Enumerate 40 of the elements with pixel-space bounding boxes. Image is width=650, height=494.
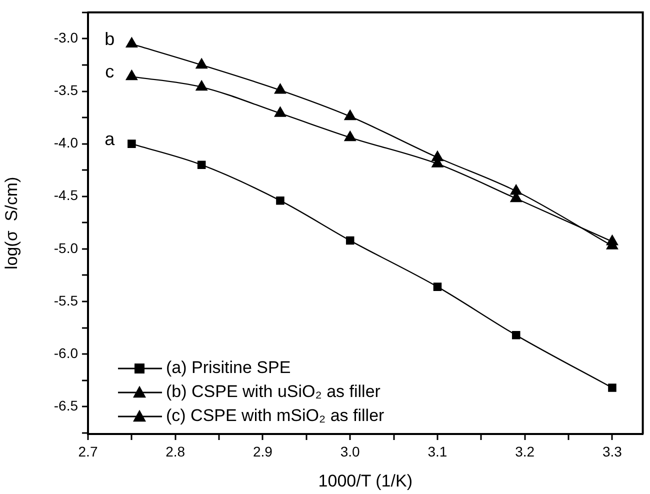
y-tick-label: -3.0 [54, 30, 78, 46]
annotation: c [105, 62, 114, 82]
point [346, 236, 354, 245]
y-tick-label: -3.5 [54, 82, 78, 98]
x-tick-label: 2.9 [253, 443, 273, 460]
x-tick-label: 3.1 [428, 443, 448, 460]
point [274, 106, 286, 117]
x-axis-title: 1000/T (1/K) [318, 471, 412, 490]
y-tick-label: -5.0 [54, 240, 78, 256]
legend-label: (c) CSPE with mSiO₂ as filler [166, 405, 384, 427]
point [197, 160, 206, 169]
x-tick-label: 3.2 [515, 443, 535, 460]
point [432, 150, 444, 162]
point [126, 70, 138, 80]
point [196, 58, 208, 69]
point [344, 130, 356, 142]
y-tick-label: -5.5 [54, 292, 78, 308]
point [196, 80, 208, 91]
point [510, 184, 522, 195]
x-tick-label: 2.7 [78, 443, 98, 460]
point [608, 384, 616, 392]
point [126, 37, 138, 48]
legend-label: (a) Prisitine SPE [166, 357, 291, 379]
y-tick-label: -4.0 [54, 134, 78, 151]
y-tick-label: -6.5 [54, 398, 78, 414]
point [433, 282, 442, 291]
x-tick-label: 3.3 [602, 443, 622, 460]
x-tick-label: 3.0 [340, 443, 360, 460]
point [274, 84, 286, 94]
point [344, 110, 356, 120]
legend-label: (b) CSPE with uSiO₂ as filler [166, 381, 380, 403]
annotation: a [104, 128, 116, 149]
point [512, 331, 520, 340]
point [276, 196, 284, 205]
annotation: b [104, 28, 115, 49]
point [128, 140, 136, 148]
x-tick-label: 2.8 [166, 443, 186, 460]
y-axis-title: log(σ S/cm) [2, 176, 21, 270]
y-tick-label: -4.5 [54, 187, 78, 204]
y-tick-label: -6.0 [54, 344, 78, 361]
